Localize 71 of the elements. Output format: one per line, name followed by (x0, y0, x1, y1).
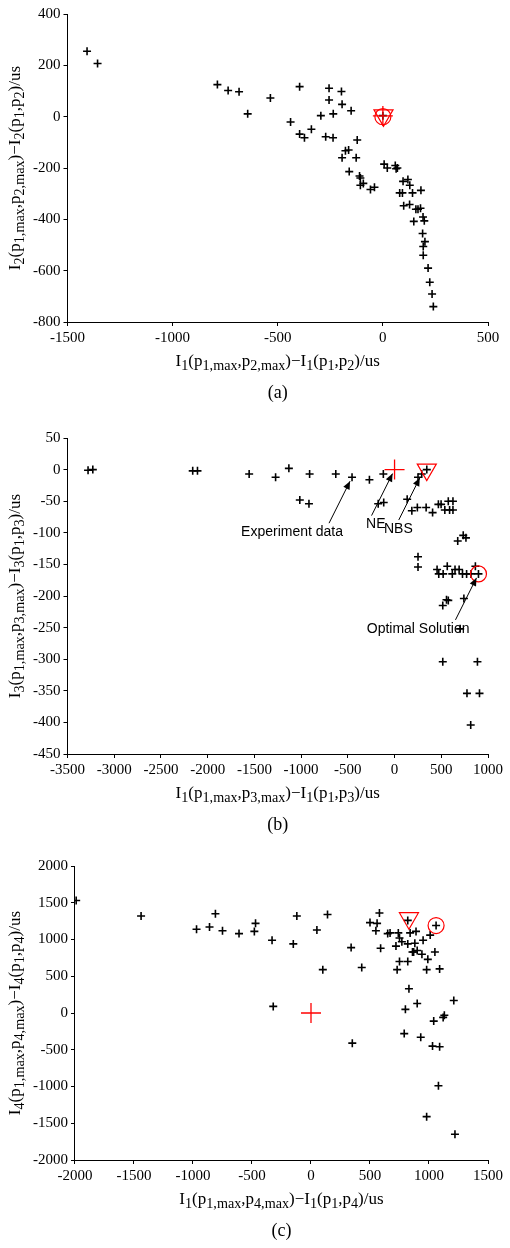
x-tick-label: -1000 (155, 328, 191, 345)
point (83, 465, 93, 476)
point (295, 495, 305, 505)
x-tick-label: 1000 (414, 1166, 444, 1183)
point (469, 565, 488, 583)
point (442, 561, 453, 572)
y-tick-label: 400 (38, 4, 61, 21)
y-tick-label: 200 (38, 56, 61, 73)
y-tick-label: -2000 (33, 1150, 68, 1167)
x-tick-label: 0 (379, 328, 387, 345)
x-tick-label: 500 (476, 328, 500, 345)
y-tick-label: -50 (40, 492, 61, 509)
x-tick-label: 500 (358, 1166, 382, 1183)
x-tick-label: -3000 (96, 760, 132, 777)
point (448, 496, 458, 506)
y-tick-label: 1500 (38, 893, 68, 910)
annotation: NE (366, 515, 386, 532)
x-tick-label: 0 (307, 1166, 315, 1183)
point (330, 469, 341, 479)
y-tick-label: -200 (33, 158, 61, 175)
y-tick-label: -1500 (33, 1114, 68, 1131)
y-tick-label: 0 (53, 460, 61, 477)
y-tick-label: 1000 (38, 930, 68, 947)
x-tick-label: 500 (430, 760, 453, 777)
annotation: Optimal Solution (366, 619, 470, 636)
x-tick-label: -1000 (175, 1166, 211, 1183)
x-tick-label: -1500 (236, 760, 272, 777)
y-tick-label: -500 (40, 1040, 68, 1057)
y-tick-label: -350 (33, 681, 61, 698)
y-tick-label: -300 (33, 650, 61, 667)
point (244, 469, 254, 479)
point (304, 498, 314, 509)
y-tick-label: -150 (33, 555, 61, 572)
y-tick-label: 2000 (38, 856, 68, 873)
x-tick-label: 1500 (473, 1166, 503, 1183)
y-tick-label: -1000 (33, 1077, 68, 1094)
point (413, 552, 423, 562)
x-tick-label: -500 (334, 760, 362, 777)
text: I$_{1}$(p$_{1,max}$,p$_{3,max}$)−I$_{1}$(p$_{1}$,p$_{3}$)/us (175, 783, 380, 806)
y-tick-label: -400 (33, 210, 61, 227)
point (437, 656, 448, 667)
x-tick-label: 1000 (473, 760, 503, 777)
text: I$_{1}$(p$_{1,max}$,p$_{2,max}$)−I$_{1}$(p$_{1}$,p$_{2}$)/us (175, 351, 380, 374)
y-tick-label: 500 (45, 967, 68, 984)
y-tick-label: -100 (33, 523, 61, 540)
x-tick-label: -1500 (116, 1166, 152, 1183)
y-tick-label: -450 (33, 744, 61, 761)
y-tick-label: -600 (33, 261, 61, 278)
y-tick-label: -200 (33, 586, 61, 603)
text: I$_{1}$(p$_{1,max}$,p$_{4,max}$)−I$_{1}$(p$_{1}$,p$_{4}$)/us (179, 1189, 384, 1212)
x-tick-label: -1000 (283, 760, 319, 777)
text: (c) (271, 1220, 292, 1241)
text: (b) (267, 814, 289, 835)
point (413, 562, 423, 572)
point (383, 458, 406, 481)
y-tick-label: -250 (33, 618, 61, 635)
x-tick-label: 0 (390, 760, 399, 777)
y-tick-label: 0 (60, 1003, 68, 1020)
x-tick-label: -500 (238, 1166, 266, 1183)
y-tick-label: 0 (53, 107, 61, 124)
x-tick-label: -3500 (50, 760, 85, 777)
annotation: Experiment data (241, 523, 344, 540)
point (465, 720, 476, 730)
x-tick-label: -2500 (143, 760, 179, 777)
x-tick-label: -500 (264, 328, 292, 345)
point (452, 536, 463, 546)
y-tick-label: -400 (33, 713, 61, 730)
y-tick-label: 50 (45, 428, 61, 445)
x-tick-label: -2000 (190, 760, 226, 777)
y-tick-label: -800 (33, 312, 61, 329)
text: (a) (267, 382, 288, 403)
